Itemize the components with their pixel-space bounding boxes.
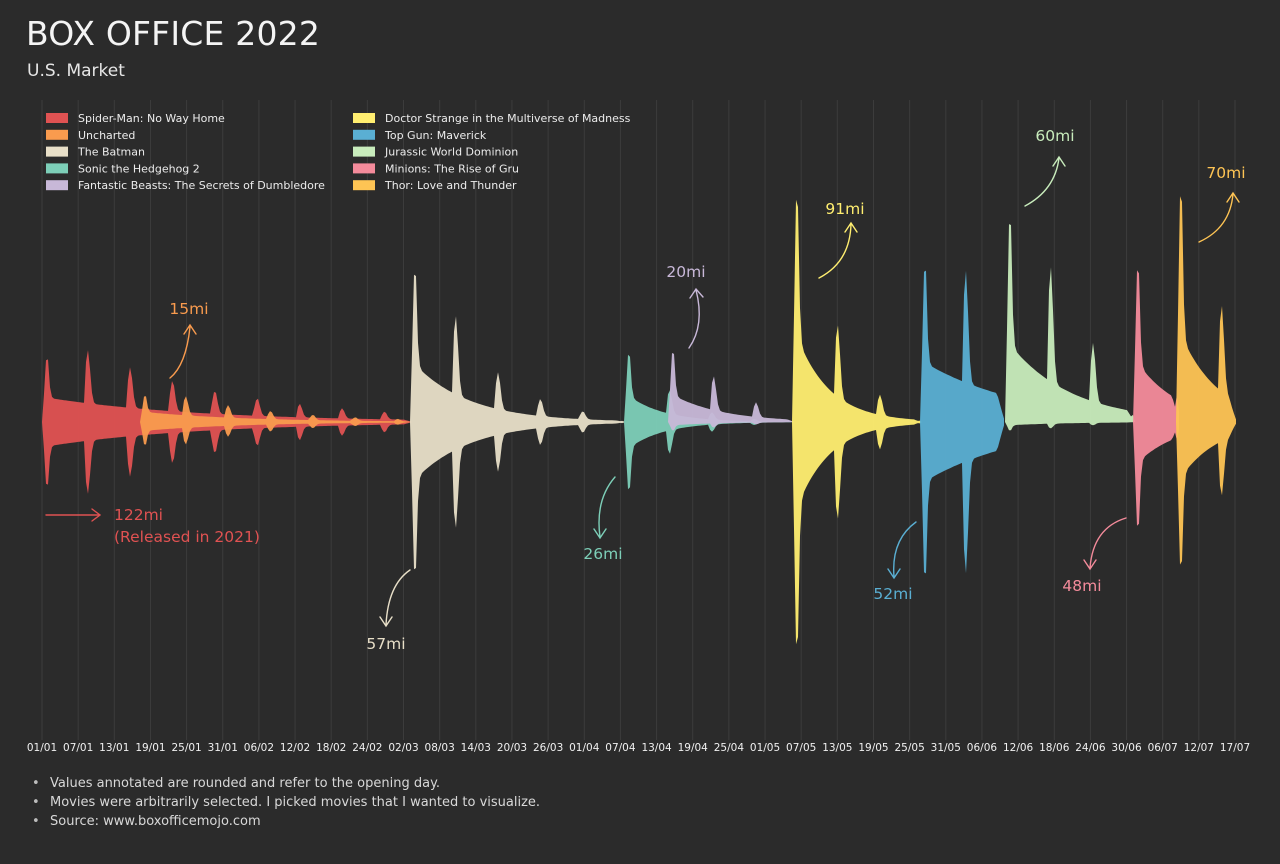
stream-6	[920, 270, 1004, 574]
annotation-value: 57mi	[366, 635, 405, 653]
x-tick-label: 24/02	[352, 742, 382, 754]
legend-swatch	[353, 129, 375, 140]
x-tick-label: 01/04	[569, 742, 600, 754]
annotations: 122mi (Released in 2021) 15mi 57mi 26mi 20mi 9…	[45, 127, 1246, 653]
legend: Spider-Man: No Way Home Uncharted The Batm…	[46, 112, 631, 192]
legend-swatch	[353, 163, 375, 174]
legend-swatch	[353, 180, 375, 191]
x-tick-label: 19/05	[858, 742, 888, 754]
x-tick-label: 02/03	[388, 742, 418, 754]
stream-1	[140, 396, 412, 445]
annotation-arrow	[818, 221, 858, 279]
stream-layers	[42, 196, 1236, 645]
annotation-arrow	[169, 323, 197, 379]
x-tick-label: 13/01	[99, 742, 129, 754]
x-tick-label: 08/03	[425, 742, 455, 754]
stream-8	[1133, 270, 1179, 526]
footnotes: Values annotated are rounded and refer t…	[32, 774, 540, 831]
annotation-arrow	[593, 476, 616, 540]
x-tick-label: 01/05	[750, 742, 780, 754]
x-tick-label: 26/03	[533, 742, 563, 754]
legend-label: Doctor Strange in the Multiverse of Madn…	[385, 112, 631, 125]
x-tick-label: 25/01	[171, 742, 201, 754]
x-tick-label: 18/02	[316, 742, 346, 754]
legend-label: Spider-Man: No Way Home	[78, 112, 225, 125]
legend-label: Sonic the Hedgehog 2	[78, 162, 200, 175]
x-axis-ticks: 01/01 07/01 13/01 19/01 25/01 31/01 06/02 12/02…	[27, 742, 1250, 754]
x-tick-label: 07/01	[63, 742, 93, 754]
annotation-value: 26mi	[583, 545, 622, 563]
x-tick-label: 12/02	[280, 742, 310, 754]
stream-2	[410, 274, 624, 570]
annotation-note: (Released in 2021)	[114, 528, 260, 546]
legend-label: The Batman	[77, 146, 145, 159]
footnote-item: Values annotated are rounded and refer t…	[32, 774, 540, 793]
x-tick-label: 13/05	[822, 742, 852, 754]
stream-4	[668, 353, 794, 431]
legend-swatch	[353, 146, 375, 157]
annotation-arrow	[45, 508, 102, 522]
annotation-arrow	[688, 287, 704, 349]
stream-7	[1005, 224, 1135, 431]
legend-swatch	[46, 163, 68, 174]
x-tick-label: 31/05	[931, 742, 961, 754]
x-tick-label: 18/06	[1039, 742, 1070, 754]
annotation-arrow	[379, 569, 411, 628]
x-tick-label: 19/01	[135, 742, 165, 754]
legend-swatch	[353, 113, 375, 123]
x-tick-label: 06/02	[244, 742, 274, 754]
x-tick-label: 12/06	[1003, 742, 1034, 754]
annotation-arrow	[1024, 155, 1066, 207]
x-tick-label: 30/06	[1111, 742, 1142, 754]
x-tick-label: 07/05	[786, 742, 816, 754]
legend-swatch	[46, 129, 68, 140]
x-tick-label: 24/06	[1075, 742, 1106, 754]
annotation-value: 15mi	[169, 300, 208, 318]
legend-swatch	[46, 146, 68, 157]
annotation-value: 52mi	[873, 585, 912, 603]
legend-label: Fantastic Beasts: The Secrets of Dumbled…	[78, 179, 325, 192]
x-tick-label: 17/07	[1220, 742, 1250, 754]
x-tick-label: 13/04	[641, 742, 672, 754]
annotation-value: 60mi	[1035, 127, 1074, 145]
x-tick-label: 06/07	[1148, 742, 1178, 754]
legend-label: Thor: Love and Thunder	[384, 179, 517, 192]
legend-label: Minions: The Rise of Gru	[385, 162, 519, 175]
x-tick-label: 01/01	[27, 742, 57, 754]
page-subtitle: U.S. Market	[27, 61, 125, 81]
annotation-value: 70mi	[1206, 164, 1245, 182]
x-tick-label: 25/05	[895, 742, 925, 754]
stream-9	[1176, 196, 1236, 565]
x-tick-label: 20/03	[497, 742, 527, 754]
annotation-arrow	[1083, 517, 1127, 571]
legend-label: Jurassic World Dominion	[384, 146, 518, 159]
x-tick-label: 12/07	[1184, 742, 1214, 754]
annotation-value: 20mi	[666, 263, 705, 281]
annotation-value: 122mi	[114, 506, 163, 524]
legend-swatch	[46, 180, 68, 191]
legend-label: Uncharted	[78, 129, 135, 142]
footnote-item: Source: www.boxofficemojo.com	[32, 812, 540, 831]
page-title: BOX OFFICE 2022	[26, 14, 321, 53]
x-tick-label: 06/06	[967, 742, 998, 754]
x-tick-label: 31/01	[208, 742, 238, 754]
annotation-value: 48mi	[1062, 577, 1101, 595]
legend-label: Top Gun: Maverick	[384, 129, 487, 142]
stream-5	[792, 199, 922, 645]
x-tick-label: 25/04	[714, 742, 745, 754]
x-tick-label: 07/04	[605, 742, 636, 754]
annotation-arrow	[887, 521, 917, 580]
annotation-arrow	[1198, 191, 1240, 243]
x-tick-label: 14/03	[461, 742, 491, 754]
footnote-item: Movies were arbitrarily selected. I pick…	[32, 793, 540, 812]
legend-swatch	[46, 113, 68, 123]
x-tick-label: 19/04	[678, 742, 709, 754]
annotation-value: 91mi	[825, 200, 864, 218]
